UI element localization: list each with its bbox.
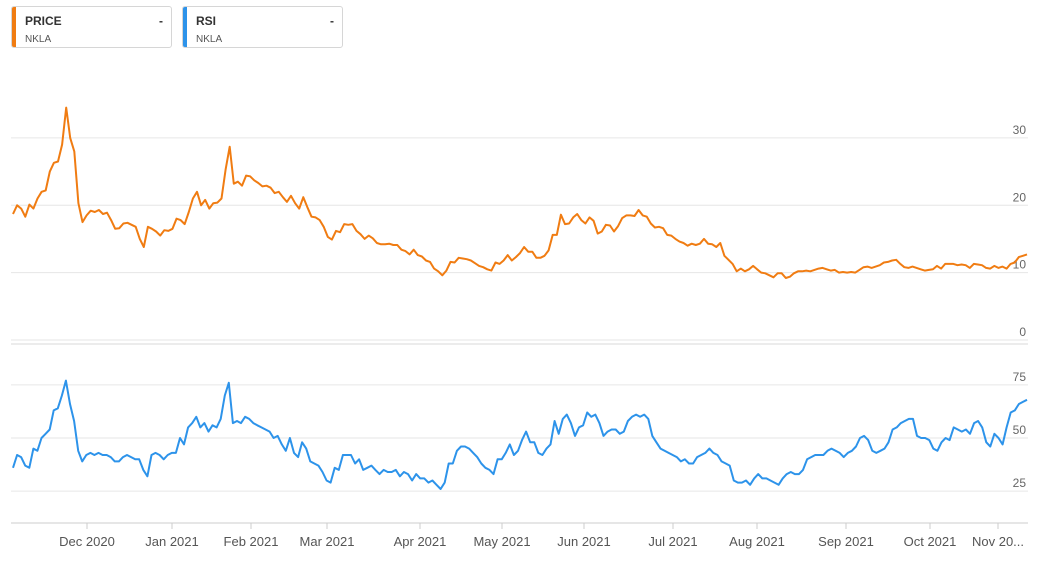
- legend-price-symbol: NKLA: [25, 34, 52, 45]
- y-tick-label: 25: [1013, 476, 1027, 490]
- x-tick-label: Dec 2020: [59, 534, 115, 549]
- rsi-y-axis: 25 50 75: [1013, 370, 1027, 490]
- y-tick-label: 0: [1019, 325, 1026, 339]
- x-axis: Dec 2020 Jan 2021 Feb 2021 Mar 2021 Apr 2021…: [59, 523, 1024, 549]
- x-tick-label: Jun 2021: [557, 534, 611, 549]
- price-y-axis: 0 10 20 30: [1013, 123, 1027, 339]
- rsi-grid: [11, 384, 1028, 492]
- y-tick-label: 75: [1013, 370, 1027, 384]
- rsi-series-line[interactable]: [12, 379, 1028, 490]
- x-tick-label: Aug 2021: [729, 534, 785, 549]
- legend-rsi-symbol: NKLA: [196, 34, 223, 45]
- x-tick-label: Jan 2021: [145, 534, 199, 549]
- y-tick-label: 30: [1013, 123, 1027, 137]
- legend-price[interactable]: PRICE - NKLA: [11, 6, 172, 48]
- x-tick-label: Nov 20...: [972, 534, 1024, 549]
- legend-price-color: [12, 7, 16, 47]
- price-series-line[interactable]: [12, 106, 1028, 279]
- x-tick-label: Mar 2021: [300, 534, 355, 549]
- x-tick-label: May 2021: [473, 534, 530, 549]
- legend-rsi-value: -: [330, 14, 334, 28]
- y-tick-label: 20: [1013, 190, 1027, 204]
- x-tick-label: Sep 2021: [818, 534, 874, 549]
- y-tick-label: 50: [1013, 423, 1027, 437]
- legend-rsi[interactable]: RSI - NKLA: [182, 6, 343, 48]
- y-tick-label: 10: [1013, 258, 1027, 272]
- legend-rsi-color: [183, 7, 187, 47]
- x-tick-label: Jul 2021: [648, 534, 697, 549]
- price-grid: [11, 137, 1028, 341]
- legend-price-name: PRICE: [25, 14, 62, 28]
- legend-price-value: -: [159, 14, 163, 28]
- x-tick-label: Feb 2021: [224, 534, 279, 549]
- x-tick-label: Oct 2021: [904, 534, 957, 549]
- legend-rsi-name: RSI: [196, 14, 217, 28]
- x-tick-label: Apr 2021: [394, 534, 447, 549]
